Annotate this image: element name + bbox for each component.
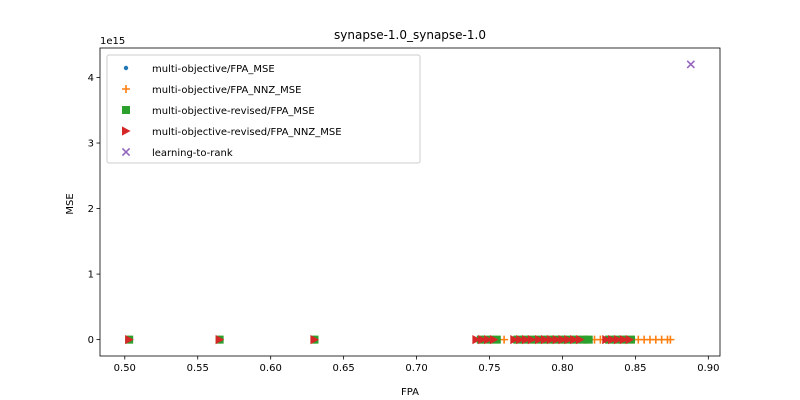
series-4: [686, 60, 695, 69]
data-point: [552, 335, 562, 345]
legend-frame: [106, 54, 421, 164]
y-tick-label: 4: [88, 73, 94, 84]
data-point: [478, 335, 487, 345]
legend-label: multi-objective-revised/FPA_MSE: [152, 106, 315, 117]
data-point: [619, 335, 629, 345]
data-point: [558, 335, 568, 345]
data-point: [666, 335, 675, 344]
legend-item: multi-objective-revised/FPA_MSE: [122, 106, 315, 117]
legend-item: multi-objective/FPA_MSE: [123, 64, 275, 75]
data-point: [608, 335, 617, 345]
legend-item: multi-objective/FPA_NNZ_MSE: [122, 85, 301, 96]
x-tick-label: 0.65: [332, 363, 354, 374]
data-point: [686, 60, 695, 69]
data-point: [125, 335, 134, 345]
legend-marker: [121, 147, 131, 157]
legend-marker: [122, 85, 130, 93]
data-point: [564, 335, 573, 345]
data-point: [613, 335, 623, 345]
y-tick-label: 2: [88, 204, 94, 215]
x-tick-label: 0.75: [478, 363, 500, 374]
x-tick-label: 0.80: [551, 363, 573, 374]
legend-marker: [122, 106, 130, 114]
x-tick-label: 0.90: [697, 363, 719, 374]
legend-marker: [122, 126, 131, 136]
x-tick-label: 0.85: [624, 363, 646, 374]
data-point: [575, 335, 585, 345]
data-point: [625, 335, 635, 345]
legend: multi-objective/FPA_MSE multi-objective/F…: [106, 54, 421, 164]
x-tick-label: 0.50: [114, 363, 136, 374]
data-point: [546, 335, 556, 345]
x-axis: 0.50 0.55 0.60 0.65 0.70 0.75 0.80 0.85 0.90: [114, 356, 719, 374]
legend-item: learning-to-rank: [121, 147, 233, 159]
data-point: [310, 335, 320, 345]
y-tick-label: 0: [88, 335, 94, 346]
chart-title: synapse-1.0_synapse-1.0: [334, 28, 486, 42]
data-point: [489, 335, 499, 345]
data-point: [521, 335, 531, 345]
legend-label: multi-objective/FPA_NNZ_MSE: [152, 85, 301, 96]
data-point: [540, 335, 550, 345]
legend-label: learning-to-rank: [152, 148, 233, 159]
data-marks: [125, 60, 695, 345]
data-point: [516, 335, 525, 345]
y-tick-label: 1: [88, 270, 94, 281]
data-point: [484, 335, 493, 345]
legend-marker: [123, 65, 129, 71]
data-point: [584, 335, 593, 344]
x-tick-label: 0.55: [187, 363, 209, 374]
data-point: [215, 335, 225, 345]
data-point: [602, 335, 611, 345]
data-point: [527, 335, 537, 345]
legend-label: multi-objective-revised/FPA_NNZ_MSE: [152, 127, 342, 138]
legend-item: multi-objective-revised/FPA_NNZ_MSE: [122, 126, 342, 138]
x-axis-label: FPA: [401, 387, 419, 398]
data-point: [570, 335, 579, 345]
legend-label: multi-objective/FPA_MSE: [152, 64, 275, 75]
x-tick-label: 0.70: [405, 363, 427, 374]
y-tick-label: 3: [88, 139, 94, 150]
data-point: [472, 335, 481, 345]
data-point: [500, 335, 509, 344]
series-3: [125, 335, 635, 345]
data-point: [535, 335, 544, 345]
y-offset-text: 1e15: [100, 36, 125, 47]
y-axis: 0 1 2 3 4: [88, 73, 100, 346]
data-point: [510, 335, 519, 345]
y-axis-label: MSE: [65, 193, 76, 214]
x-tick-label: 0.60: [260, 363, 282, 374]
